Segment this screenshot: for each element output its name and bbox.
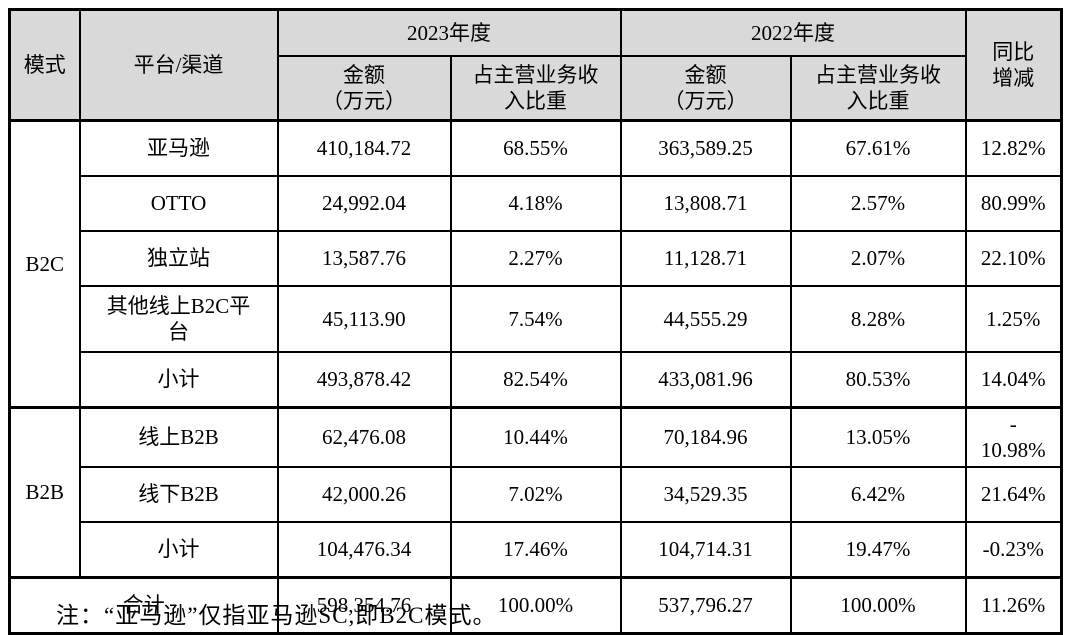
cell-amount-2022: 34,529.35 <box>619 465 792 523</box>
cell-yoy: 21.64% <box>964 465 1063 523</box>
cell-platform: OTTO <box>78 175 279 232</box>
row-b2b-subtotal: 小计 104,476.34 17.46% 104,714.31 19.47% -… <box>10 520 1063 578</box>
header-row-years: 模式 平台/渠道 2023年度 2022年度 同比 增减 <box>8 8 1063 122</box>
revenue-by-channel-table: 模式 平台/渠道 2023年度 2022年度 同比 增减 金额 （万元） 占主营… <box>8 8 1063 635</box>
cell-share-2022: 2.57% <box>789 175 967 232</box>
cell-amount-2023: 13,587.76 <box>276 230 452 287</box>
cell-share-2022: 19.47% <box>789 520 967 578</box>
cell-total-label: 合计 <box>8 575 279 634</box>
cell-share-2022: 67.61% <box>789 119 967 177</box>
row-offline-b2b: 线下B2B 42,000.26 7.02% 34,529.35 6.42% 21… <box>10 465 1063 523</box>
header-yoy: 同比 增减 <box>964 8 1063 122</box>
cell-amount-2023: 104,476.34 <box>276 520 452 578</box>
cell-amount-2023: 598,354.76 <box>276 575 452 634</box>
header-amount-2022: 金额 （万元） <box>619 55 792 122</box>
cell-amount-2023: 45,113.90 <box>276 285 452 353</box>
row-other-b2c-platforms: 其他线上B2C平 台 45,113.90 7.54% 44,555.29 8.2… <box>10 285 1063 353</box>
header-platform: 平台/渠道 <box>78 8 279 122</box>
cell-mode-b2b: B2B <box>8 406 81 578</box>
header-share-2022: 占主营业务收 入比重 <box>789 55 967 122</box>
cell-yoy: 12.82% <box>964 119 1063 177</box>
cell-share-2023: 68.55% <box>449 119 622 177</box>
header-row-metrics: 金额 （万元） 占主营业务收 入比重 金额 （万元） 占主营业务收 入比重 <box>10 55 1062 122</box>
header-mode: 模式 <box>8 8 81 122</box>
cell-share-2022: 2.07% <box>789 230 967 287</box>
cell-share-2022: 13.05% <box>789 406 967 468</box>
cell-amount-2023: 410,184.72 <box>276 119 452 177</box>
cell-platform: 独立站 <box>78 230 279 287</box>
row-b2c-subtotal: 小计 493,878.42 82.54% 433,081.96 80.53% 1… <box>10 351 1063 409</box>
cell-amount-2022: 104,714.31 <box>619 520 792 578</box>
cell-share-2022: 100.00% <box>789 575 967 634</box>
cell-platform: 其他线上B2C平 台 <box>78 285 279 353</box>
header-amount-2023: 金额 （万元） <box>276 55 452 122</box>
cell-yoy: 14.04% <box>964 351 1063 409</box>
cell-share-2023: 82.54% <box>449 351 622 409</box>
cell-platform: 小计 <box>78 351 279 409</box>
cell-share-2023: 2.27% <box>449 230 622 287</box>
cell-amount-2022: 433,081.96 <box>619 351 792 409</box>
cell-platform: 线下B2B <box>78 465 279 523</box>
cell-yoy: -0.23% <box>964 520 1063 578</box>
header-year-2023: 2023年度 <box>276 8 622 57</box>
cell-amount-2022: 11,128.71 <box>619 230 792 287</box>
cell-amount-2022: 363,589.25 <box>619 119 792 177</box>
row-online-b2b: B2B 线上B2B 62,476.08 10.44% 70,184.96 13.… <box>8 406 1063 578</box>
cell-amount-2022: 537,796.27 <box>619 575 792 634</box>
cell-share-2023: 100.00% <box>449 575 622 634</box>
footnote: 注：“亚马逊”仅指亚马逊SC,即B2C模式。 <box>56 603 497 628</box>
cell-yoy: 22.10% <box>964 230 1063 287</box>
cell-mode-b2c: B2C <box>8 119 81 409</box>
cell-amount-2022: 44,555.29 <box>619 285 792 353</box>
cell-amount-2022: 70,184.96 <box>619 406 792 468</box>
cell-share-2023: 10.44% <box>449 406 622 468</box>
row-independent-site: 独立站 13,587.76 2.27% 11,128.71 2.07% 22.1… <box>10 230 1063 287</box>
cell-share-2022: 6.42% <box>789 465 967 523</box>
cell-amount-2023: 24,992.04 <box>276 175 452 232</box>
header-share-2023: 占主营业务收 入比重 <box>449 55 622 122</box>
cell-amount-2023: 62,476.08 <box>276 406 452 468</box>
cell-amount-2023: 493,878.42 <box>276 351 452 409</box>
cell-share-2023: 7.54% <box>449 285 622 353</box>
cell-platform: 线上B2B <box>78 406 279 468</box>
cell-yoy: - 10.98% <box>964 406 1063 468</box>
cell-yoy: 11.26% <box>964 575 1063 634</box>
cell-amount-2022: 13,808.71 <box>619 175 792 232</box>
cell-share-2023: 17.46% <box>449 520 622 578</box>
cell-share-2022: 80.53% <box>789 351 967 409</box>
cell-share-2022: 8.28% <box>789 285 967 353</box>
cell-share-2023: 4.18% <box>449 175 622 232</box>
cell-platform: 亚马逊 <box>78 119 279 177</box>
cell-amount-2023: 42,000.26 <box>276 465 452 523</box>
cell-platform: 小计 <box>78 520 279 578</box>
cell-share-2023: 7.02% <box>449 465 622 523</box>
row-otto: OTTO 24,992.04 4.18% 13,808.71 2.57% 80.… <box>10 175 1063 232</box>
cell-yoy: 1.25% <box>964 285 1063 353</box>
row-amazon: B2C 亚马逊 410,184.72 68.55% 363,589.25 67.… <box>8 119 1063 409</box>
cell-yoy: 80.99% <box>964 175 1063 232</box>
header-year-2022: 2022年度 <box>619 8 967 57</box>
